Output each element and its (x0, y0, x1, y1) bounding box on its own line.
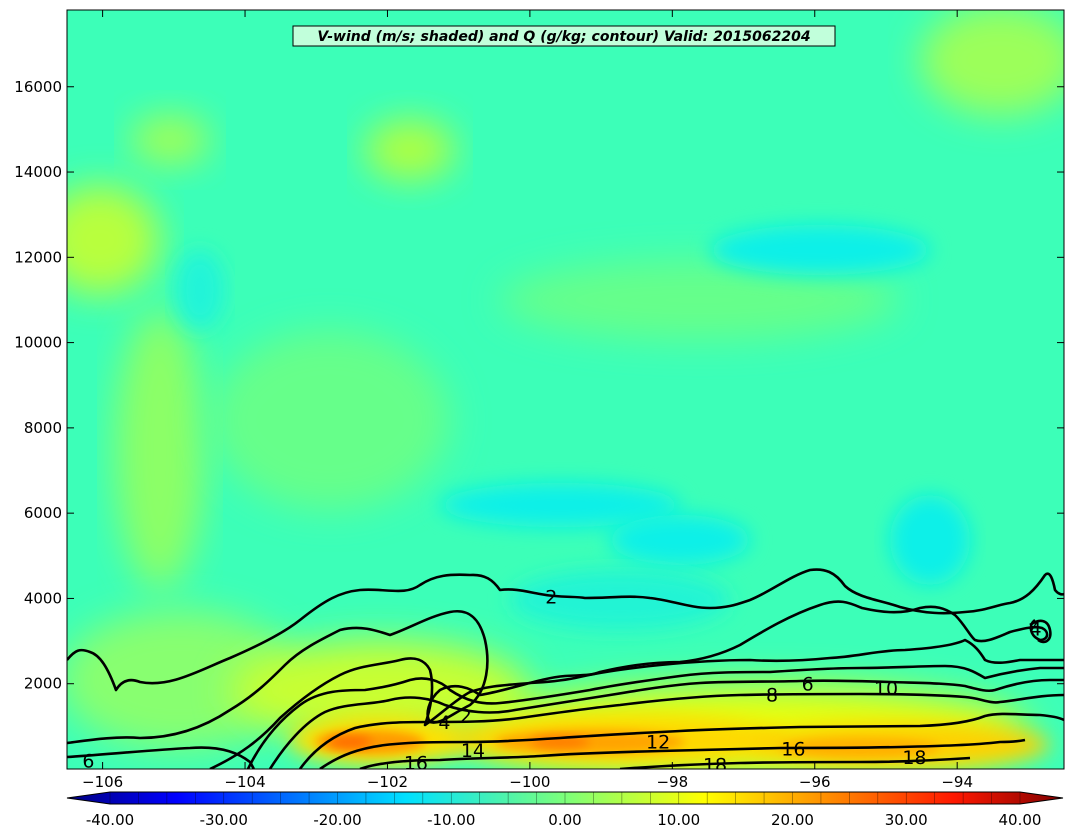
contour-label: 16 (781, 739, 805, 761)
title-box: V-wind (m/s; shaded) and Q (g/kg; contou… (292, 25, 836, 47)
shaded-blob (230, 640, 530, 740)
contour-label: 4 (438, 712, 450, 734)
contour-label: 12 (646, 731, 670, 753)
contour-label: 16 (404, 753, 428, 775)
shaded-blob (175, 250, 225, 330)
shaded-blob (365, 120, 455, 180)
x-tick-label: −106 (82, 773, 123, 791)
contour-line-12 (298, 692, 1064, 769)
x-tick-label: −104 (224, 773, 265, 791)
shaded-blob (440, 483, 680, 527)
colorbar-tick-label: 40.00 (999, 811, 1042, 829)
shaded-field-blobs (67, 10, 1064, 769)
contour-lines (67, 568, 1064, 769)
contour-line-8 (246, 664, 1064, 769)
y-tick-label: 8000 (24, 419, 62, 437)
shaded-blob (67, 610, 300, 750)
shaded-blob (500, 260, 900, 340)
y-tick-label: 6000 (24, 504, 62, 522)
x-tick-label: −98 (656, 773, 688, 791)
y-tick-label: 10000 (14, 334, 62, 352)
contour-label: 8 (766, 684, 778, 706)
x-tick-label: −94 (941, 773, 973, 791)
plot-frame (66, 9, 1065, 770)
colorbar-tick-label: 20.00 (771, 811, 814, 829)
contour-line-10 (268, 678, 1064, 769)
x-tick-label: −100 (509, 773, 550, 791)
contour-label: 18 (703, 755, 727, 777)
contour-line-6 (209, 638, 1064, 769)
colorbar-ticks: -40.00 -30.00 -20.00 -10.00 0.00 10.00 20.00 30… (86, 792, 1042, 829)
contour-line-14 (319, 712, 1064, 769)
contour-label: 6 (802, 674, 814, 696)
x-tick-label: −96 (799, 773, 831, 791)
title-background (292, 25, 836, 47)
colorbar-tick-label: -20.00 (313, 811, 361, 829)
y-tick-label: 14000 (14, 163, 62, 181)
y-tick-label: 2000 (24, 675, 62, 693)
shaded-blob (920, 10, 1064, 115)
contour-label: 4 (1029, 618, 1041, 640)
contour-label: 2 (545, 586, 557, 608)
shaded-blob (328, 736, 372, 748)
chart-title: V-wind (m/s; shaded) and Q (g/kg; contou… (317, 29, 810, 45)
y-tick-label: 12000 (14, 248, 62, 266)
contour-label: 14 (461, 740, 485, 762)
contour-label: 10 (874, 678, 898, 700)
colorbar-tick-label: -10.00 (427, 811, 475, 829)
shaded-blob (67, 185, 160, 295)
colorbar-tick-label: 0.00 (548, 811, 581, 829)
shaded-blob (130, 115, 210, 165)
contour-label: 6 (82, 750, 94, 772)
contour-label: 2 (460, 706, 472, 728)
contour-line-16 (359, 738, 1026, 769)
shaded-blob (890, 495, 970, 585)
colorbar-tick-label: 30.00 (885, 811, 928, 829)
contour-line-4 (67, 600, 1049, 745)
contour-line-18 (619, 756, 971, 769)
y-tick-label: 4000 (24, 589, 62, 607)
x-axis: −106 −104 −102 −100 −98 −96 −94 (82, 10, 973, 791)
contour-line-2 (67, 568, 1064, 692)
shaded-blob (115, 310, 205, 590)
colorbar-tick-label: 10.00 (657, 811, 700, 829)
contour-line-6-west (67, 746, 256, 769)
colorbar-tick-label: -40.00 (86, 811, 134, 829)
colorbar-tick-label: -30.00 (200, 811, 248, 829)
shaded-blob (210, 330, 450, 510)
x-tick-label: −102 (367, 773, 408, 791)
colorbar: -40.00 -30.00 -20.00 -10.00 0.00 10.00 20.00 30… (66, 791, 1064, 829)
y-axis: 2000 4000 6000 8000 10000 12000 14000 16000 (14, 78, 1064, 693)
y-tick-label: 16000 (14, 78, 62, 96)
contour-label: 18 (902, 747, 926, 769)
shaded-blob (710, 225, 930, 275)
shaded-blob (610, 515, 750, 565)
contour-line-small (1029, 619, 1052, 644)
shaded-blob (510, 570, 730, 630)
